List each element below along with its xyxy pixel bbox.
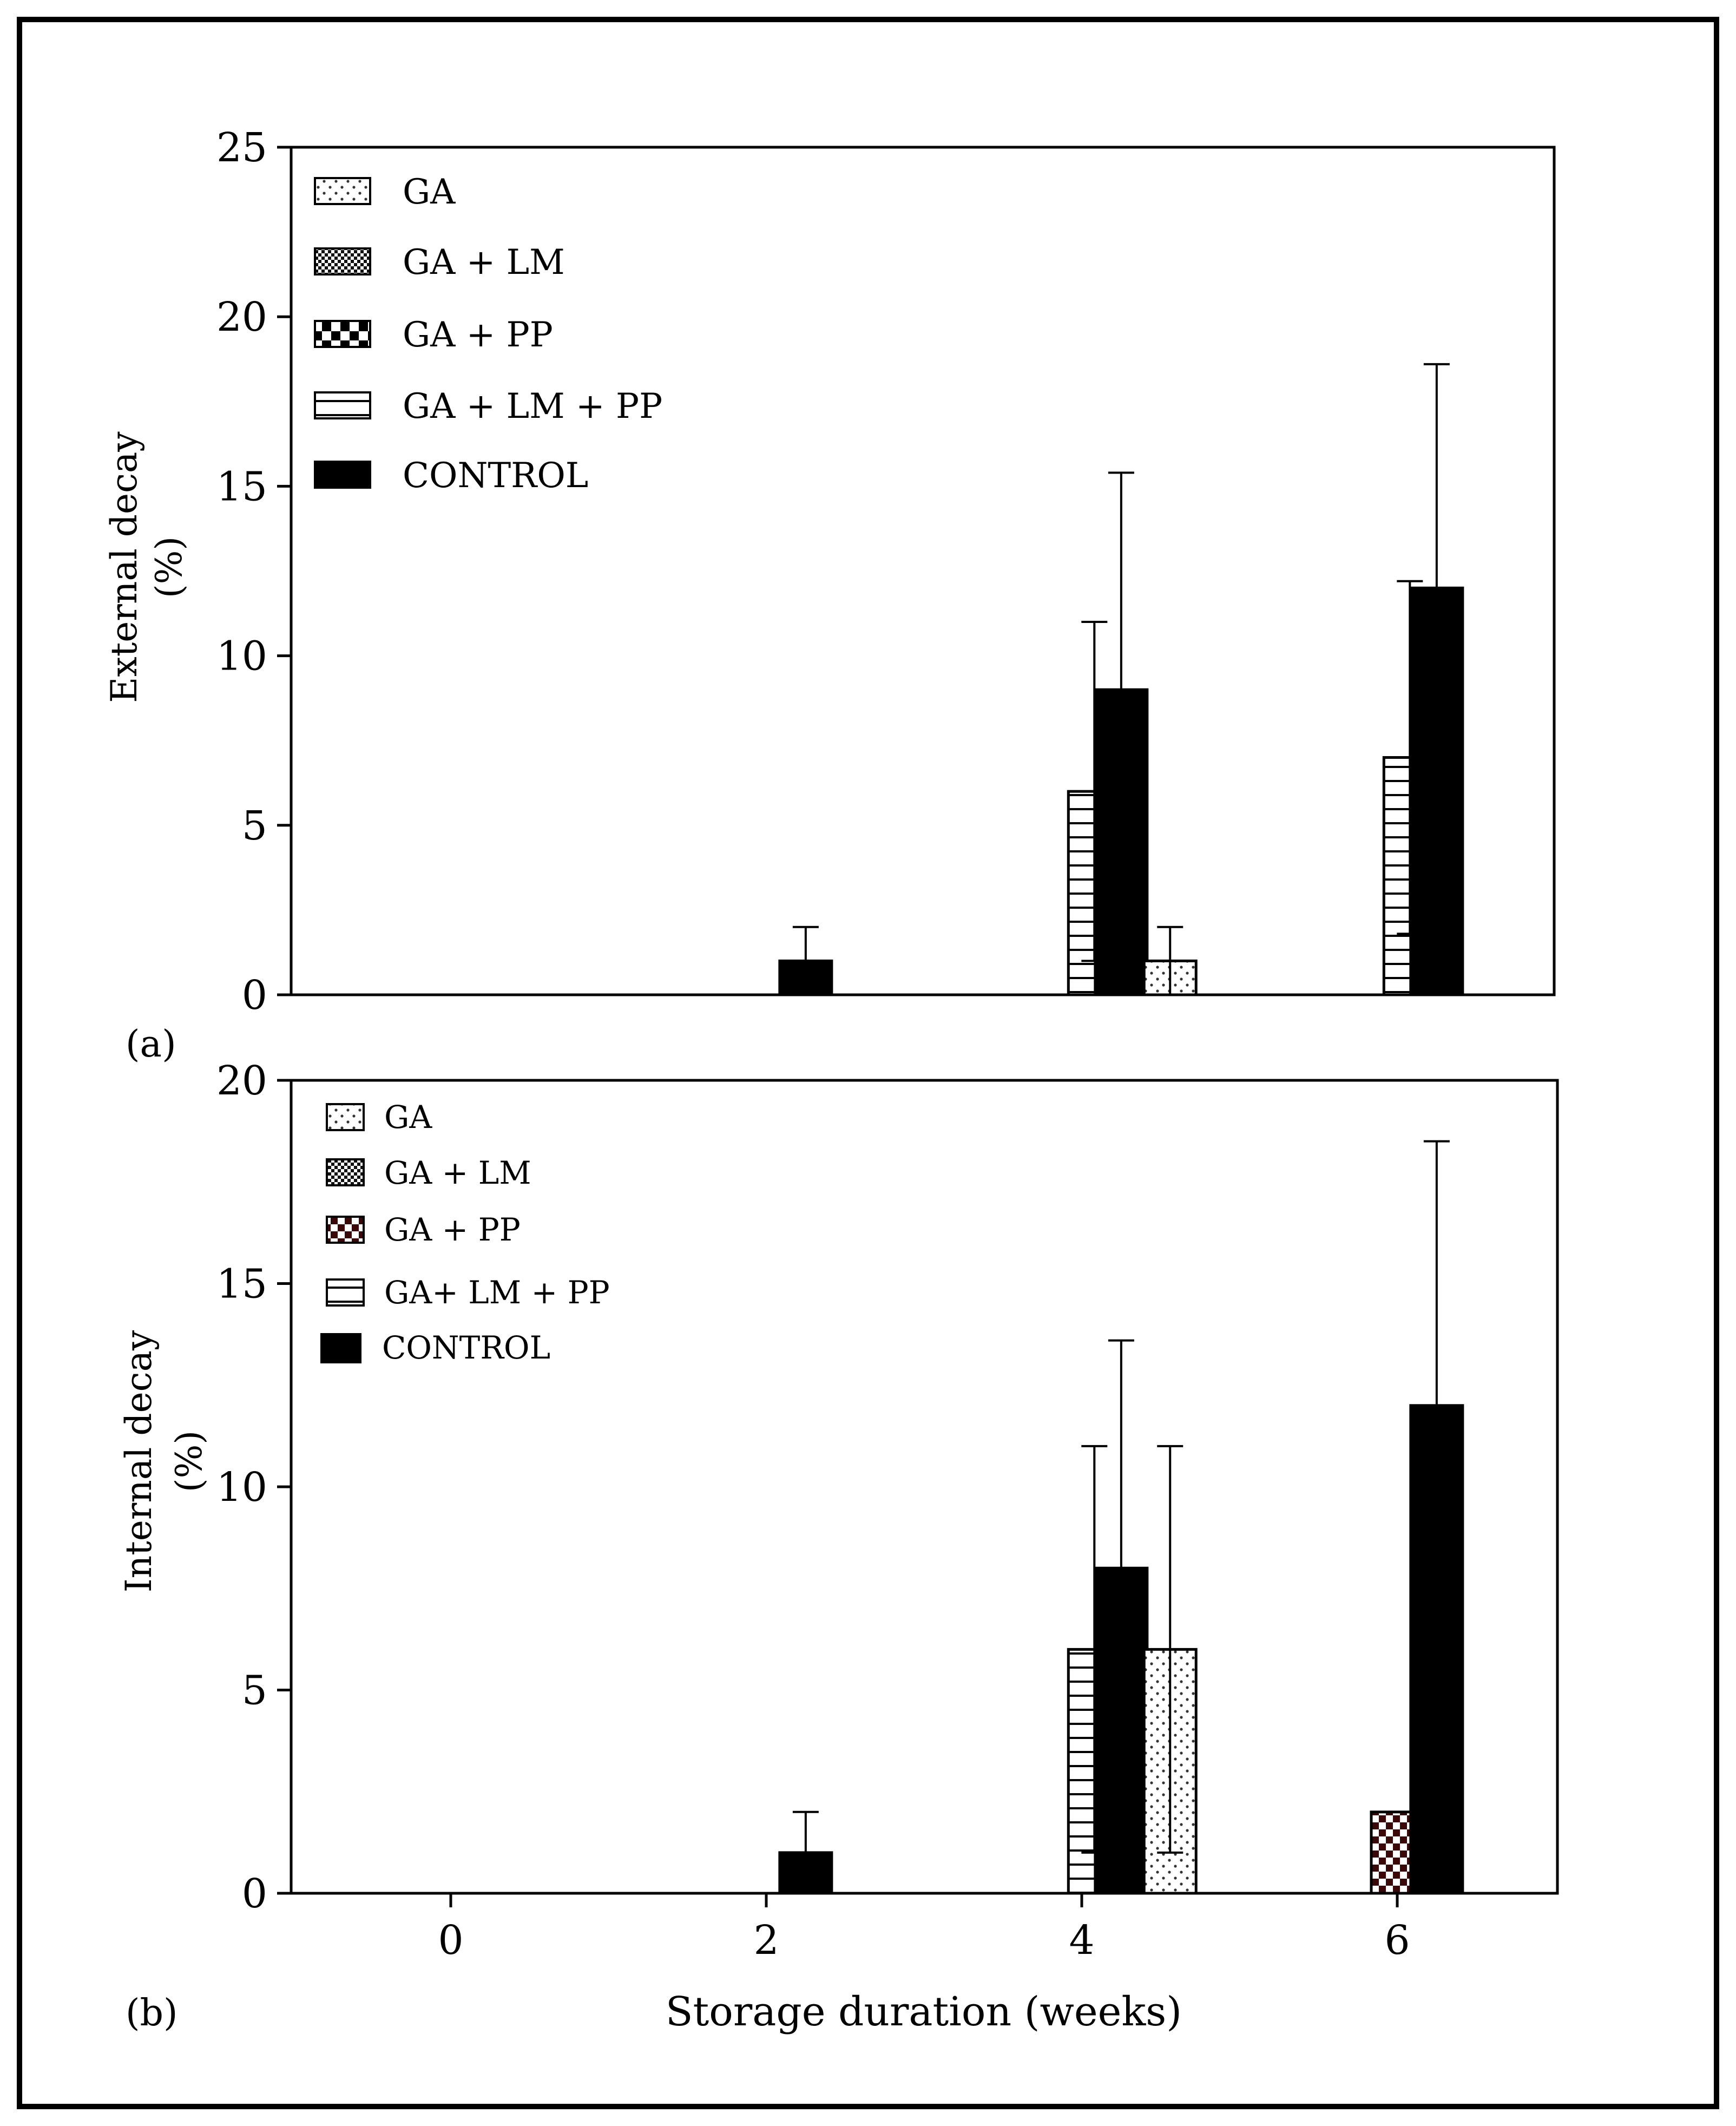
panel-a-label: (a) (126, 1023, 176, 1066)
panel-b-y-tick-label-20: 20 (216, 1058, 267, 1104)
panel-b-label: (b) (126, 1992, 178, 2035)
panel-b-y-tick-label-5: 5 (242, 1668, 267, 1714)
legend-swatch-ga-lm-pp (314, 391, 371, 419)
legend-swatch-ga (314, 177, 371, 205)
legend-swatch-control (314, 461, 371, 489)
figure-frame (17, 17, 1719, 2109)
legend-label-ga-pp: GA + PP (384, 1211, 521, 1248)
legend-swatch-ga-pp (326, 1216, 365, 1244)
panel-a-y-tick-label-0: 0 (242, 972, 267, 1019)
panel-b: 0 5 10 15 20 0 2 4 6 Internal decay (%) Storage… (118, 1058, 1559, 2035)
panel-b-ylabel-line1: Internal decay (118, 1330, 160, 1592)
panel-a-y-tick-label-5: 5 (242, 803, 267, 849)
legend-swatch-control (320, 1333, 361, 1363)
panel-b-x-tick-label-0: 0 (438, 1917, 463, 1964)
legend-label-control: CONTROL (403, 456, 588, 496)
panel-b-legend: GA GA + LM GA + PP GA+ LM + PP CONTROL (320, 1099, 610, 1366)
legend-label-ga: GA (384, 1099, 432, 1136)
legend-label-ga-lm: GA + LM (384, 1154, 531, 1191)
panel-b-x-tick-label-2: 2 (753, 1917, 779, 1964)
panel-a-y-tick-label-10: 10 (216, 633, 267, 680)
panel-a-y-tick-label-25: 25 (216, 124, 267, 171)
panel-a-y-tick-label-15: 15 (216, 463, 267, 510)
panel-a: 0 5 10 15 20 25 External decay (%) (a) GA GA … (103, 124, 1556, 1066)
panel-b-plot-frame (290, 1079, 1559, 1895)
legend-swatch-ga-lm (314, 247, 371, 275)
panel-b-error-bars (792, 1140, 1450, 1893)
panel-a-y-axis: 0 5 10 15 20 25 (216, 124, 291, 1019)
panel-b-y-tick-label-0: 0 (242, 1871, 267, 1917)
panel-b-y-tick-label-10: 10 (216, 1464, 267, 1511)
legend-label-control: CONTROL (382, 1329, 550, 1366)
panel-b-y-axis: 0 5 10 15 20 (216, 1058, 291, 1917)
legend-label-ga-pp: GA + PP (403, 315, 553, 355)
panel-b-x-tick-label-4: 4 (1069, 1917, 1094, 1964)
legend-swatch-ga (326, 1103, 365, 1131)
legend-swatch-ga-lm-pp (326, 1278, 365, 1307)
legend-swatch-ga-pp (314, 320, 371, 348)
legend-label-ga-lm-pp: GA + LM + PP (403, 386, 662, 426)
panel-a-legend: GA GA + LM GA + PP GA + LM + PP CONTROL (314, 172, 662, 496)
panel-a-error-bars (792, 363, 1450, 995)
panel-b-x-tick-label-6: 6 (1384, 1917, 1410, 1964)
panel-a-plot-frame (290, 146, 1556, 996)
legend-label-ga-lm-pp: GA+ LM + PP (384, 1274, 610, 1311)
panel-a-ylabel-line2: (%) (148, 536, 190, 598)
panel-b-y-tick-label-15: 15 (216, 1261, 267, 1308)
panel-b-xlabel: Storage duration (weeks) (666, 1989, 1182, 2035)
panel-a-y-tick-label-20: 20 (216, 294, 267, 340)
panel-b-x-axis: 0 2 4 6 (438, 1893, 1410, 1964)
legend-label-ga-lm: GA + LM (403, 242, 565, 283)
panel-a-ylabel-line1: External decay (103, 431, 145, 703)
legend-swatch-ga-lm (326, 1158, 365, 1186)
legend-label-ga: GA (403, 172, 456, 212)
panel-b-ylabel-line2: (%) (168, 1431, 210, 1492)
